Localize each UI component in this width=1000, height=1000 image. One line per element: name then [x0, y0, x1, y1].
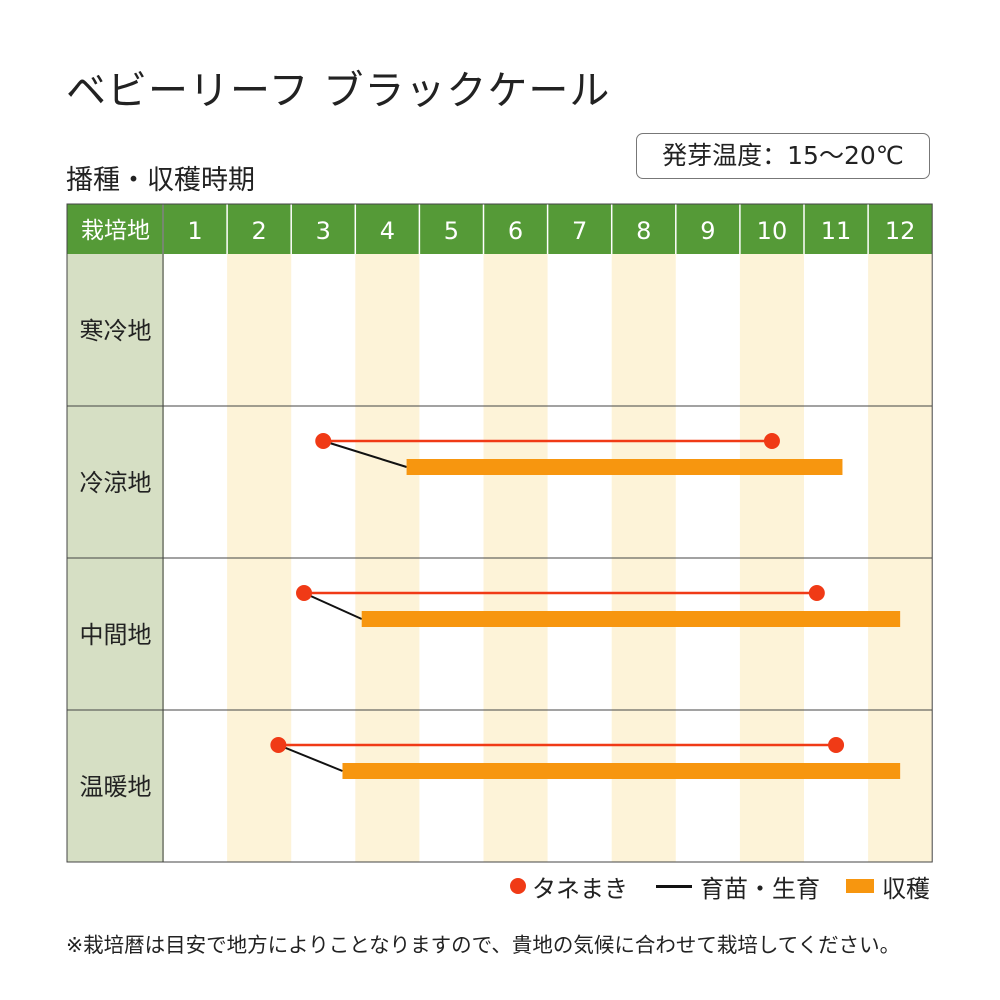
- seedling-line: [303, 592, 363, 620]
- region-label: 温暖地: [80, 773, 152, 801]
- month-tick-label: 8: [636, 217, 651, 245]
- legend-sowing-label: タネまき: [532, 874, 628, 903]
- seedling-line: [322, 440, 407, 468]
- footnote: ※栽培暦は目安で地方によりことなりますので、貴地の気候に合わせて栽培してください…: [66, 933, 901, 957]
- sowing-start-point: [296, 585, 313, 601]
- harvest-bar-icon: [846, 879, 874, 893]
- legend-seedling-label: 育苗・生育: [700, 874, 820, 903]
- seedling-line: [278, 744, 343, 772]
- harvest-bar: [342, 763, 901, 779]
- legend-item-sowing: タネまき: [510, 871, 628, 903]
- harvest-bar: [361, 611, 901, 627]
- month-tick-label: 10: [757, 217, 788, 245]
- legend: タネまき 育苗・生育 収穫: [510, 871, 940, 903]
- legend-harvest-label: 収穫: [882, 874, 930, 903]
- legend-item-seedling: 育苗・生育: [656, 871, 820, 903]
- region-label: 冷涼地: [80, 469, 152, 497]
- sowing-dot-icon: [510, 878, 526, 894]
- month-tick-label: 9: [700, 217, 715, 245]
- month-tick-label: 6: [508, 217, 523, 245]
- month-tick-label: 12: [885, 217, 916, 245]
- chart-subtitle: 播種・収穫時期: [66, 165, 255, 196]
- header-label: 栽培地: [81, 218, 150, 244]
- legend-item-harvest: 収穫: [846, 871, 930, 903]
- month-tick-label: 7: [572, 217, 587, 245]
- sowing-start-point: [315, 433, 332, 449]
- sowing-end-point: [763, 433, 780, 449]
- sowing-end-point: [808, 585, 825, 601]
- month-tick-label: 4: [380, 217, 395, 245]
- month-tick-label: 3: [316, 217, 331, 245]
- chart-border: [66, 203, 933, 863]
- sowing-start-point: [270, 737, 287, 753]
- sowing-end-point: [828, 737, 845, 753]
- month-tick-label: 1: [187, 217, 202, 245]
- region-label: 中間地: [80, 621, 152, 649]
- header-row: [67, 204, 933, 254]
- seedling-line-icon: [656, 884, 692, 888]
- page-title: ベビーリーフ ブラックケール: [66, 68, 611, 114]
- region-label: 寒冷地: [80, 317, 152, 345]
- month-tick-label: 11: [821, 217, 852, 245]
- germination-temp-badge: 発芽温度：15～20℃: [636, 133, 930, 179]
- month-tick-label: 2: [252, 217, 267, 245]
- month-tick-label: 5: [444, 217, 459, 245]
- harvest-bar: [406, 459, 843, 475]
